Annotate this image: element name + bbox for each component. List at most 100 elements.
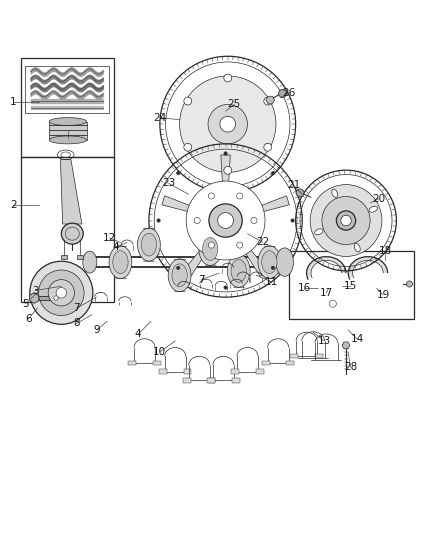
Circle shape [310,184,382,256]
Circle shape [54,296,58,300]
Circle shape [208,193,215,199]
Ellipse shape [199,232,222,265]
Circle shape [264,143,272,151]
Text: 4: 4 [113,242,120,252]
Bar [77,255,83,259]
Circle shape [224,152,227,155]
Circle shape [184,143,192,151]
Bar [143,229,154,261]
Circle shape [184,97,192,105]
Polygon shape [348,257,388,278]
Polygon shape [266,96,275,104]
Circle shape [157,219,160,222]
Text: 28: 28 [344,362,357,372]
Bar [174,259,185,292]
Polygon shape [162,196,208,216]
Circle shape [279,90,286,98]
Polygon shape [60,159,82,224]
Text: 19: 19 [377,290,390,300]
Ellipse shape [141,233,157,256]
Text: 5: 5 [22,298,29,309]
Circle shape [237,193,243,199]
Bar [233,255,244,287]
Text: 9: 9 [93,325,100,335]
Bar [231,369,239,374]
Circle shape [208,104,247,144]
Circle shape [237,242,243,248]
Text: 10: 10 [153,347,166,357]
Bar [256,369,264,374]
Text: 15: 15 [344,281,357,291]
Polygon shape [21,59,114,158]
Polygon shape [235,235,268,276]
Circle shape [271,172,275,175]
Polygon shape [342,342,350,349]
Text: 1: 1 [10,97,17,107]
Text: 24: 24 [153,112,166,123]
Bar [289,251,414,319]
Polygon shape [49,122,87,140]
Text: 23: 23 [162,178,175,188]
Bar [153,361,161,365]
Text: 2: 2 [10,200,17,210]
Ellipse shape [231,260,246,282]
Circle shape [209,204,242,237]
Ellipse shape [332,189,338,197]
Polygon shape [243,196,290,216]
Text: 7: 7 [198,274,205,285]
Circle shape [224,286,227,289]
Text: 17: 17 [320,288,333,298]
Text: 20: 20 [372,193,385,204]
Text: 11: 11 [265,277,278,287]
Circle shape [194,217,200,223]
Bar [290,354,298,359]
Text: 3: 3 [32,286,39,296]
Circle shape [322,197,370,245]
Circle shape [30,261,93,324]
Polygon shape [21,157,114,302]
Text: 6: 6 [25,314,32,324]
Text: 4: 4 [134,329,141,340]
Circle shape [220,116,236,132]
Circle shape [224,74,232,82]
Bar [184,369,191,374]
Bar [315,354,323,359]
Circle shape [51,293,61,303]
Circle shape [291,219,294,222]
Text: 25: 25 [228,100,241,109]
Ellipse shape [202,238,218,260]
Ellipse shape [314,229,323,235]
Ellipse shape [49,136,86,144]
Circle shape [224,166,232,174]
Ellipse shape [258,246,281,279]
Text: 26: 26 [283,88,296,99]
Circle shape [180,76,276,172]
Ellipse shape [83,251,97,273]
Bar [262,361,270,365]
Circle shape [296,189,304,197]
Bar [205,233,215,265]
Ellipse shape [276,248,293,276]
Ellipse shape [49,118,86,125]
Bar [128,361,136,365]
Bar [208,378,215,383]
Circle shape [329,300,336,307]
Ellipse shape [227,254,250,287]
Bar [25,66,109,113]
Ellipse shape [113,251,128,273]
Bar [183,378,191,383]
Text: 16: 16 [298,284,311,293]
Circle shape [186,181,265,260]
Circle shape [177,172,180,175]
Ellipse shape [109,246,132,279]
Text: 13: 13 [318,336,331,346]
Ellipse shape [369,206,378,212]
Text: 7: 7 [73,303,80,313]
Circle shape [271,266,275,270]
Bar [115,246,126,278]
Polygon shape [30,293,39,303]
Ellipse shape [261,251,277,273]
Text: 21: 21 [287,181,300,190]
Bar [61,255,67,259]
Ellipse shape [172,264,187,287]
